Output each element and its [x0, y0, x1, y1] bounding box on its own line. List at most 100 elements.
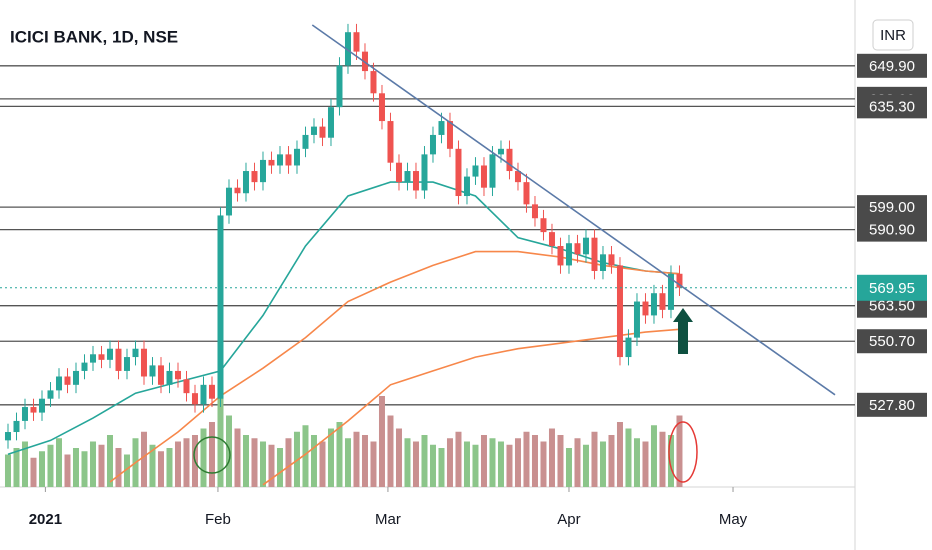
candle-body [489, 154, 496, 188]
volume-bar [259, 441, 266, 487]
volume-bar [98, 444, 105, 487]
trendline [311, 24, 836, 396]
volume-bar [64, 454, 71, 487]
candle-body [293, 148, 300, 166]
last-price-box [857, 274, 927, 301]
volume-bar [361, 435, 368, 487]
volume-bar [30, 457, 37, 487]
candle-body [506, 148, 513, 172]
currency-button[interactable] [872, 19, 914, 51]
volume-bar [599, 441, 606, 487]
volume-bar [106, 435, 113, 487]
volume-bar [642, 441, 649, 487]
volume-bar [489, 438, 496, 487]
volume-bar [89, 441, 96, 487]
volume-bar [183, 438, 190, 487]
candle-body [285, 154, 292, 166]
volume-bar [13, 448, 20, 487]
volume-bar [217, 386, 224, 487]
volume-bar [429, 444, 436, 487]
volume-bar [548, 428, 555, 487]
candle-body [642, 301, 649, 316]
volume-bar [47, 444, 54, 487]
candle-body [251, 171, 258, 183]
candle-body [89, 354, 96, 363]
candle-body [395, 162, 402, 183]
volume-bar [480, 435, 487, 487]
volume-bar [310, 435, 317, 487]
candle-body [200, 384, 207, 405]
volume-bar [667, 435, 674, 487]
volume-bar [404, 438, 411, 487]
candle-body [480, 165, 487, 188]
last-price-label: 569.95 [869, 280, 915, 297]
candle-body [412, 171, 419, 191]
candle-body [616, 265, 623, 358]
volume-bar [327, 428, 334, 487]
currency-label[interactable]: INR [880, 27, 906, 44]
candle-body [548, 232, 555, 246]
volume-bar [268, 444, 275, 487]
volume-bar [174, 441, 181, 487]
candle-body [540, 218, 547, 233]
candle-body [565, 243, 572, 266]
candle-body [191, 393, 198, 405]
highlight-circle [668, 421, 698, 483]
volume-bar [4, 454, 11, 487]
volume-bar [115, 448, 122, 487]
candle-body [514, 171, 521, 183]
volume-bar [650, 425, 657, 487]
y-tick-label: 563.50 [869, 298, 915, 315]
volume-bar [81, 451, 88, 487]
volume-bar [659, 431, 666, 487]
plot [0, 23, 855, 487]
candle-body [225, 187, 232, 216]
volume-bar [370, 441, 377, 487]
volume-bar [353, 431, 360, 487]
candle-body [55, 376, 62, 391]
volume-bar [149, 444, 156, 487]
price-label-box [857, 53, 927, 78]
candle-body [140, 348, 147, 377]
y-tick-label: 599.00 [869, 199, 915, 216]
volume-bar [276, 448, 283, 487]
x-tick-label: 2021 [29, 511, 62, 528]
candle-body [319, 126, 326, 138]
chart-title: ICICI BANK, 1D, NSE [10, 27, 178, 46]
candle-body [123, 357, 130, 371]
candle-body [591, 237, 598, 271]
candle-body [259, 159, 266, 183]
candle-body [276, 154, 283, 166]
volume-bar [591, 431, 598, 487]
candle-body [387, 121, 394, 163]
volume-bar [574, 438, 581, 487]
candle-body [4, 432, 11, 441]
candle-body [650, 293, 657, 316]
volume-bar [523, 431, 530, 487]
candle-body [310, 126, 317, 135]
candle-body [659, 293, 666, 310]
x-tick-label: May [719, 511, 748, 528]
volume-bar [395, 428, 402, 487]
x-tick-label: Feb [205, 511, 231, 528]
candle-body [98, 354, 105, 360]
y-tick-label: 550.70 [869, 333, 915, 350]
candle-body [183, 379, 190, 394]
candle-body [268, 159, 275, 166]
volume-bar [21, 441, 28, 487]
candle-body [667, 273, 674, 310]
candle-body [242, 171, 249, 194]
volume-bar [157, 451, 164, 487]
candle-body [64, 376, 71, 385]
volume-bar [582, 444, 589, 487]
y-tick-label: 649.90 [869, 58, 915, 75]
volume-bar [540, 441, 547, 487]
volume-bar [514, 438, 521, 487]
candle-body [174, 370, 181, 380]
volume-bar [285, 438, 292, 487]
volume-bar [506, 444, 513, 487]
candle-body [625, 337, 632, 358]
volume-bar [55, 438, 62, 487]
candle-body [599, 254, 606, 271]
